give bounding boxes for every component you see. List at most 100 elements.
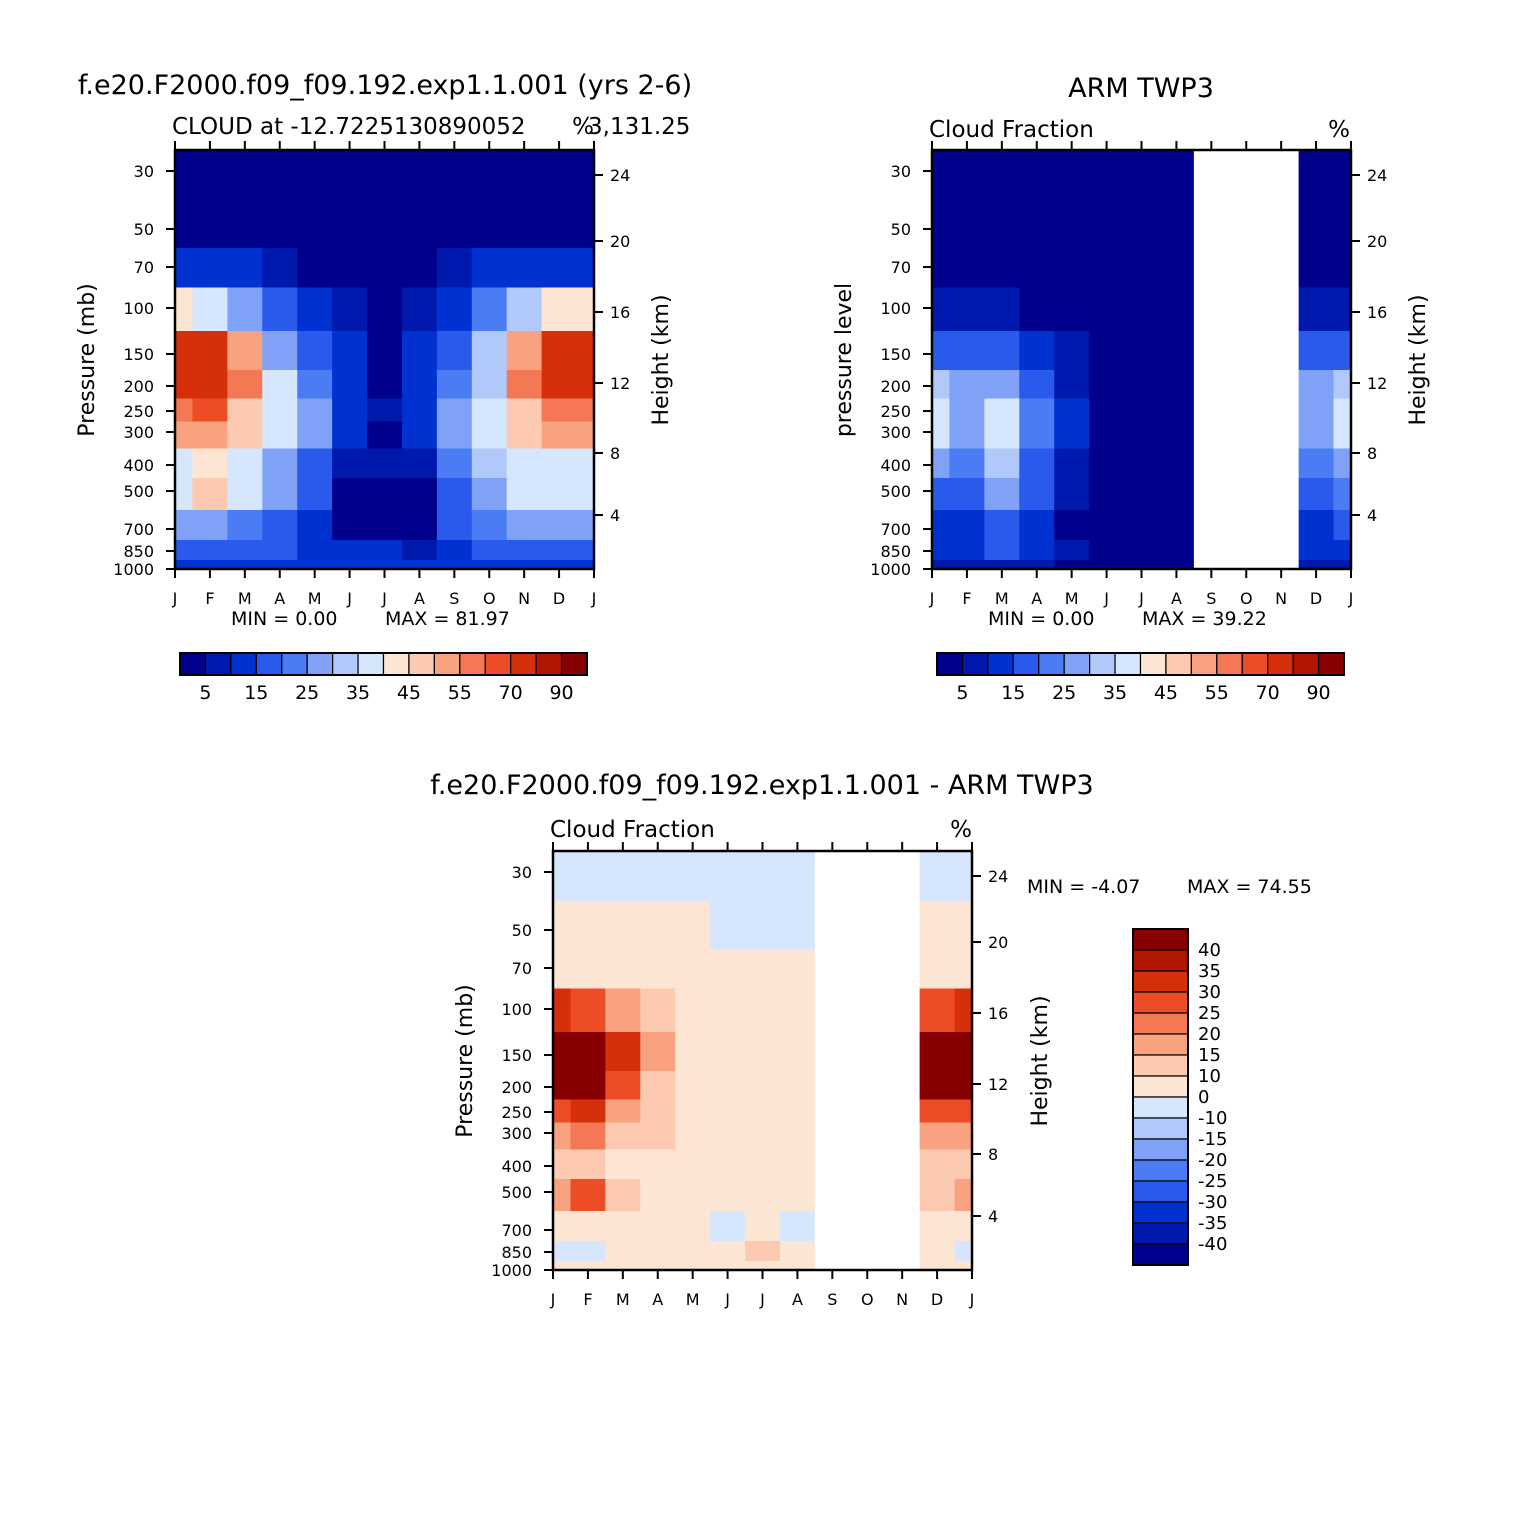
heat-cell (332, 150, 368, 201)
heat-cell (436, 331, 473, 371)
heat-cell (471, 370, 508, 400)
heat-cell (745, 1032, 781, 1072)
heat-cell (919, 949, 956, 990)
heat-cell (262, 248, 298, 289)
colorbar-label: 35 (1198, 961, 1221, 982)
colorbar-swatch (1132, 1222, 1189, 1245)
colorbar-swatch (281, 652, 308, 676)
heat-cell (1158, 200, 1195, 249)
colorbar-swatch (459, 652, 486, 676)
colorbar-swatch (1216, 652, 1243, 676)
y-right-tick-label: 16 (610, 303, 630, 322)
heat-cell (949, 448, 985, 479)
x-tick-label: J (724, 1290, 730, 1309)
x-tick-label: A (414, 589, 425, 608)
heat-cell (605, 1241, 641, 1262)
heat-cell (262, 448, 298, 479)
heat-cell (401, 150, 438, 201)
colorbar-swatch (1165, 652, 1192, 676)
heat-cell (954, 1032, 973, 1072)
colorbar-swatch (936, 652, 964, 676)
colorbar-swatch (987, 652, 1014, 676)
colorbar-label: -20 (1198, 1150, 1227, 1171)
heat-cell (175, 478, 194, 511)
y-axis-label: Pressure (mb) (75, 283, 100, 437)
colorbar-label: 20 (1198, 1024, 1221, 1045)
heat-cell (710, 1149, 746, 1180)
y-tick-label: 100 (123, 299, 154, 318)
heat-cell (570, 1261, 606, 1271)
min-label: MIN = 0.00 (231, 608, 338, 630)
heat-cell (297, 331, 333, 371)
heat-cell (227, 448, 263, 479)
heat-cell (1124, 448, 1160, 479)
colorbar: 5 15 25 35 45 55 70 90 (179, 652, 588, 704)
heat-cell (779, 988, 816, 1033)
heat-cell (175, 540, 194, 561)
heat-cell (175, 560, 194, 570)
heat-cell (332, 448, 368, 479)
heat-cell (297, 560, 333, 570)
heat-cell (1124, 150, 1160, 201)
x-tick-label: M (1065, 589, 1079, 608)
colorbar-label: 90 (1306, 682, 1330, 704)
x-tick-label: S (1206, 589, 1216, 608)
heat-cell (710, 949, 746, 990)
colorbar-swatch (510, 652, 537, 676)
y-tick-label: 100 (501, 1000, 532, 1019)
y-right-tick-label: 8 (610, 444, 620, 463)
y-tick-label: 50 (512, 921, 532, 940)
y-tick-label: 700 (880, 520, 911, 539)
heat-cell (401, 398, 438, 423)
colorbar-label: -35 (1198, 1213, 1227, 1234)
heat-cell (1333, 448, 1352, 479)
heat-cell (675, 1261, 711, 1271)
panel-units: % (1328, 117, 1350, 143)
colorbar-swatch (1132, 970, 1189, 993)
heat-cell (471, 248, 508, 289)
x-tick-label: J (759, 1290, 765, 1309)
colorbar-label: 35 (346, 682, 370, 704)
x-tick-label: S (827, 1290, 837, 1309)
min-label: MIN = 0.00 (988, 608, 1095, 630)
y-tick-label: 400 (123, 456, 154, 475)
heat-cell (471, 540, 508, 561)
heat-cell (1298, 448, 1335, 479)
heat-cell (227, 200, 263, 249)
heat-cell (1019, 248, 1055, 289)
heat-cell (262, 540, 298, 561)
heat-cell (332, 331, 368, 371)
heat-cell (262, 331, 298, 371)
colorbar-label: 5 (199, 682, 211, 704)
heat-cell (1019, 448, 1055, 479)
heat-cell (605, 1099, 641, 1124)
heat-cell (1124, 478, 1160, 511)
colorbar-swatch (1132, 1201, 1189, 1224)
heat-cell (553, 949, 572, 990)
heat-cell (932, 248, 951, 289)
heat-cell (570, 1179, 606, 1212)
heat-cell (332, 421, 368, 450)
y-tick-label: 500 (501, 1183, 532, 1202)
heat-cell (506, 540, 543, 561)
heat-cell (1158, 248, 1195, 289)
x-tick-label: D (931, 1290, 943, 1309)
heat-cell (605, 1149, 641, 1180)
heat-cell (570, 1071, 606, 1101)
heat-cell (779, 1211, 816, 1242)
heat-cell (1089, 248, 1125, 289)
heat-cell (1124, 248, 1160, 289)
heat-cell (436, 540, 473, 561)
heat-cell (984, 370, 1020, 400)
heat-cell (576, 200, 595, 249)
missing-data-band (1211, 151, 1282, 568)
heat-cell (297, 398, 333, 423)
colorbar-swatch (1317, 652, 1345, 676)
heat-cell (401, 331, 438, 371)
x-tick-label: J (1138, 589, 1144, 608)
heat-cell (1089, 200, 1125, 249)
heat-cell (436, 478, 473, 511)
heat-cell (605, 1211, 641, 1242)
heat-cell (192, 421, 228, 450)
